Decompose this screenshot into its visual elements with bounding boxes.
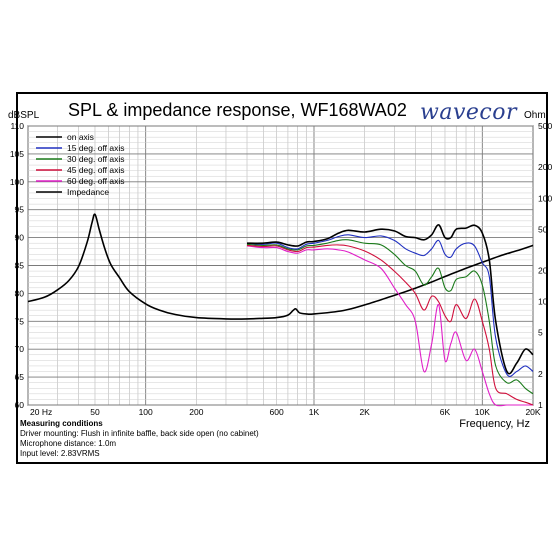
series-line-15-deg-off-axis: [246, 234, 534, 377]
series-line-45-deg-off-axis: [246, 244, 534, 406]
y-tick-label: 110: [10, 121, 24, 131]
y-tick-label: 100: [10, 177, 24, 187]
x-tick-label: 20K: [525, 407, 540, 417]
y-right-tick-label: 500: [538, 121, 552, 131]
y-tick-label: 90: [15, 233, 25, 243]
x-tick-label: 10K: [475, 407, 490, 417]
x-tick-label: 1K: [309, 407, 320, 417]
y-axis-left-unit: dBSPL: [8, 110, 40, 121]
y-tick-label: 65: [15, 372, 25, 382]
y-tick-label: 105: [10, 149, 24, 159]
x-tick-label: 50: [90, 407, 100, 417]
series-line-on-axis: [246, 224, 534, 375]
series-line-60-deg-off-axis: [246, 245, 533, 407]
y-tick-label: 70: [15, 344, 25, 354]
y-tick-label: 85: [15, 261, 25, 271]
y-right-tick-label: 200: [538, 162, 552, 172]
measuring-conditions-header: Measuring conditions: [20, 419, 103, 428]
y-tick-label: 60: [15, 400, 25, 410]
x-tick-label: 20 Hz: [30, 407, 52, 417]
y-right-tick-label: 1: [538, 400, 543, 410]
x-tick-label: 100: [139, 407, 153, 417]
legend-label-15-deg-off-axis: 15 deg. off axis: [67, 143, 125, 153]
y-tick-label: 80: [15, 288, 25, 298]
ticks-layer: 60 65 70 75 80 85 90 95 100 105 110 1 2 5 10 20 50 100 200…: [10, 121, 553, 417]
y-tick-label: 75: [15, 316, 25, 326]
chart-title: SPL & impedance response, WF168WA02: [68, 100, 407, 120]
x-tick-label: 600: [270, 407, 284, 417]
y-tick-label: 95: [15, 205, 25, 215]
y-right-tick-label: 2: [538, 369, 543, 379]
x-tick-label: 200: [189, 407, 203, 417]
measuring-line-distance: Microphone distance: 1.0m: [20, 439, 117, 448]
y-right-tick-label: 10: [538, 297, 548, 307]
measuring-line-mounting: Driver mounting: Flush in infinite baffl…: [20, 429, 259, 438]
legend-label-on-axis: on axis: [67, 132, 94, 142]
series-line-impedance: [27, 213, 534, 320]
x-tick-label: 6K: [440, 407, 451, 417]
y-right-tick-label: 50: [538, 224, 548, 234]
y-axis-right-unit: Ohm: [524, 110, 546, 121]
series-line-30-deg-off-axis: [246, 239, 534, 395]
y-right-tick-label: 20: [538, 266, 548, 276]
legend-label-60-deg-off-axis: 60 deg. off axis: [67, 176, 125, 186]
x-axis-label: Frequency, Hz: [459, 418, 530, 430]
y-right-tick-label: 100: [538, 193, 552, 203]
legend-label-impedance: Impedance: [67, 187, 109, 197]
x-tick-label: 2K: [359, 407, 370, 417]
y-right-tick-label: 5: [538, 328, 543, 338]
measuring-line-input: Input level: 2.83VRMS: [20, 449, 100, 458]
measuring-conditions: Measuring conditions Driver mounting: Fl…: [20, 419, 259, 459]
legend-label-30-deg-off-axis: 30 deg. off axis: [67, 154, 125, 164]
brand-logo: wavecor: [420, 100, 517, 125]
legend-label-45-deg-off-axis: 45 deg. off axis: [67, 165, 125, 175]
series-layer: [27, 213, 534, 407]
